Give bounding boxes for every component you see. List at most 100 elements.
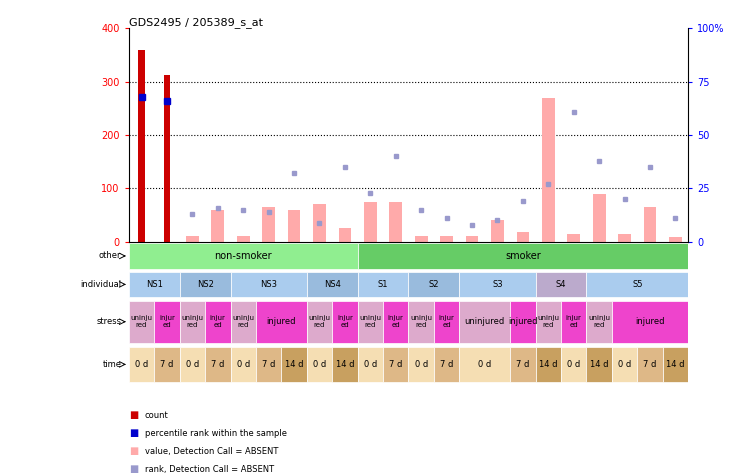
Bar	[211, 210, 224, 242]
Text: S4: S4	[556, 280, 566, 289]
Bar	[230, 347, 256, 382]
Text: 7 d: 7 d	[643, 360, 657, 369]
Text: uninju
red: uninju red	[410, 315, 432, 328]
Bar	[592, 194, 606, 242]
Bar	[307, 301, 332, 343]
Bar	[434, 347, 459, 382]
Bar	[612, 347, 637, 382]
Bar	[180, 272, 230, 297]
Bar	[180, 301, 205, 343]
Text: 0 d: 0 d	[414, 360, 428, 369]
Text: 14 d: 14 d	[539, 360, 558, 369]
Text: injur
ed: injur ed	[388, 315, 404, 328]
Text: 0 d: 0 d	[478, 360, 492, 369]
Bar	[358, 243, 688, 269]
Bar	[612, 301, 688, 343]
Bar	[186, 237, 199, 242]
Text: uninju
red: uninju red	[308, 315, 330, 328]
Text: injured: injured	[508, 317, 537, 326]
Text: non-smoker: non-smoker	[214, 251, 272, 261]
Text: injur
ed: injur ed	[439, 315, 455, 328]
Text: S1: S1	[378, 280, 389, 289]
Text: percentile rank within the sample: percentile rank within the sample	[145, 429, 287, 438]
Bar	[163, 75, 170, 242]
Text: 0 d: 0 d	[364, 360, 377, 369]
Text: injur
ed: injur ed	[210, 315, 226, 328]
Bar	[358, 301, 383, 343]
Text: 7 d: 7 d	[389, 360, 403, 369]
Bar	[510, 347, 536, 382]
Bar	[389, 202, 402, 242]
Text: 0 d: 0 d	[135, 360, 148, 369]
Bar	[339, 228, 351, 242]
Text: rank, Detection Call = ABSENT: rank, Detection Call = ABSENT	[145, 465, 274, 474]
Bar	[129, 272, 180, 297]
Text: uninjured: uninjured	[464, 317, 505, 326]
Text: injur
ed: injur ed	[566, 315, 581, 328]
Text: injur
ed: injur ed	[337, 315, 353, 328]
Bar	[587, 272, 688, 297]
Text: uninju
red: uninju red	[181, 315, 203, 328]
Bar	[669, 237, 682, 242]
Bar	[383, 347, 408, 382]
Bar	[307, 272, 358, 297]
Text: 7 d: 7 d	[262, 360, 275, 369]
Bar	[618, 234, 631, 242]
Text: uninju
red: uninju red	[130, 315, 152, 328]
Text: S3: S3	[492, 280, 503, 289]
Text: 14 d: 14 d	[336, 360, 354, 369]
Bar	[459, 347, 510, 382]
Bar	[536, 301, 561, 343]
Bar	[237, 237, 250, 242]
Bar	[408, 347, 434, 382]
Text: 7 d: 7 d	[516, 360, 530, 369]
Bar	[230, 301, 256, 343]
Bar	[644, 207, 657, 242]
Text: other: other	[99, 252, 121, 260]
Text: value, Detection Call = ABSENT: value, Detection Call = ABSENT	[145, 447, 278, 456]
Text: ■: ■	[129, 464, 138, 474]
Bar	[536, 347, 561, 382]
Bar	[230, 272, 307, 297]
Bar	[180, 347, 205, 382]
Text: 0 d: 0 d	[567, 360, 581, 369]
Text: injur
ed: injur ed	[159, 315, 175, 328]
Bar	[281, 347, 307, 382]
Bar	[408, 272, 459, 297]
Bar	[332, 301, 358, 343]
Text: S5: S5	[632, 280, 643, 289]
Bar	[313, 204, 326, 242]
Bar	[561, 347, 587, 382]
Text: time: time	[102, 360, 121, 369]
Bar	[434, 301, 459, 343]
Text: 0 d: 0 d	[236, 360, 250, 369]
Text: ■: ■	[129, 446, 138, 456]
Bar	[440, 237, 453, 242]
Bar	[129, 301, 155, 343]
Bar	[205, 301, 230, 343]
Bar	[466, 237, 478, 242]
Bar	[637, 347, 662, 382]
Text: count: count	[145, 411, 169, 419]
Bar	[408, 301, 434, 343]
Bar	[517, 232, 529, 242]
Bar	[415, 237, 428, 242]
Text: uninju
red: uninju red	[359, 315, 381, 328]
Text: 0 d: 0 d	[185, 360, 199, 369]
Bar	[358, 272, 408, 297]
Text: 14 d: 14 d	[285, 360, 303, 369]
Bar	[459, 272, 536, 297]
Text: ■: ■	[129, 410, 138, 420]
Text: stress: stress	[96, 317, 121, 326]
Text: 0 d: 0 d	[313, 360, 326, 369]
Bar	[256, 347, 281, 382]
Text: injured: injured	[635, 317, 665, 326]
Bar	[587, 301, 612, 343]
Bar	[256, 301, 307, 343]
Bar	[205, 347, 230, 382]
Bar	[307, 347, 332, 382]
Bar	[358, 347, 383, 382]
Bar	[491, 220, 504, 242]
Text: injured: injured	[266, 317, 296, 326]
Text: smoker: smoker	[505, 251, 541, 261]
